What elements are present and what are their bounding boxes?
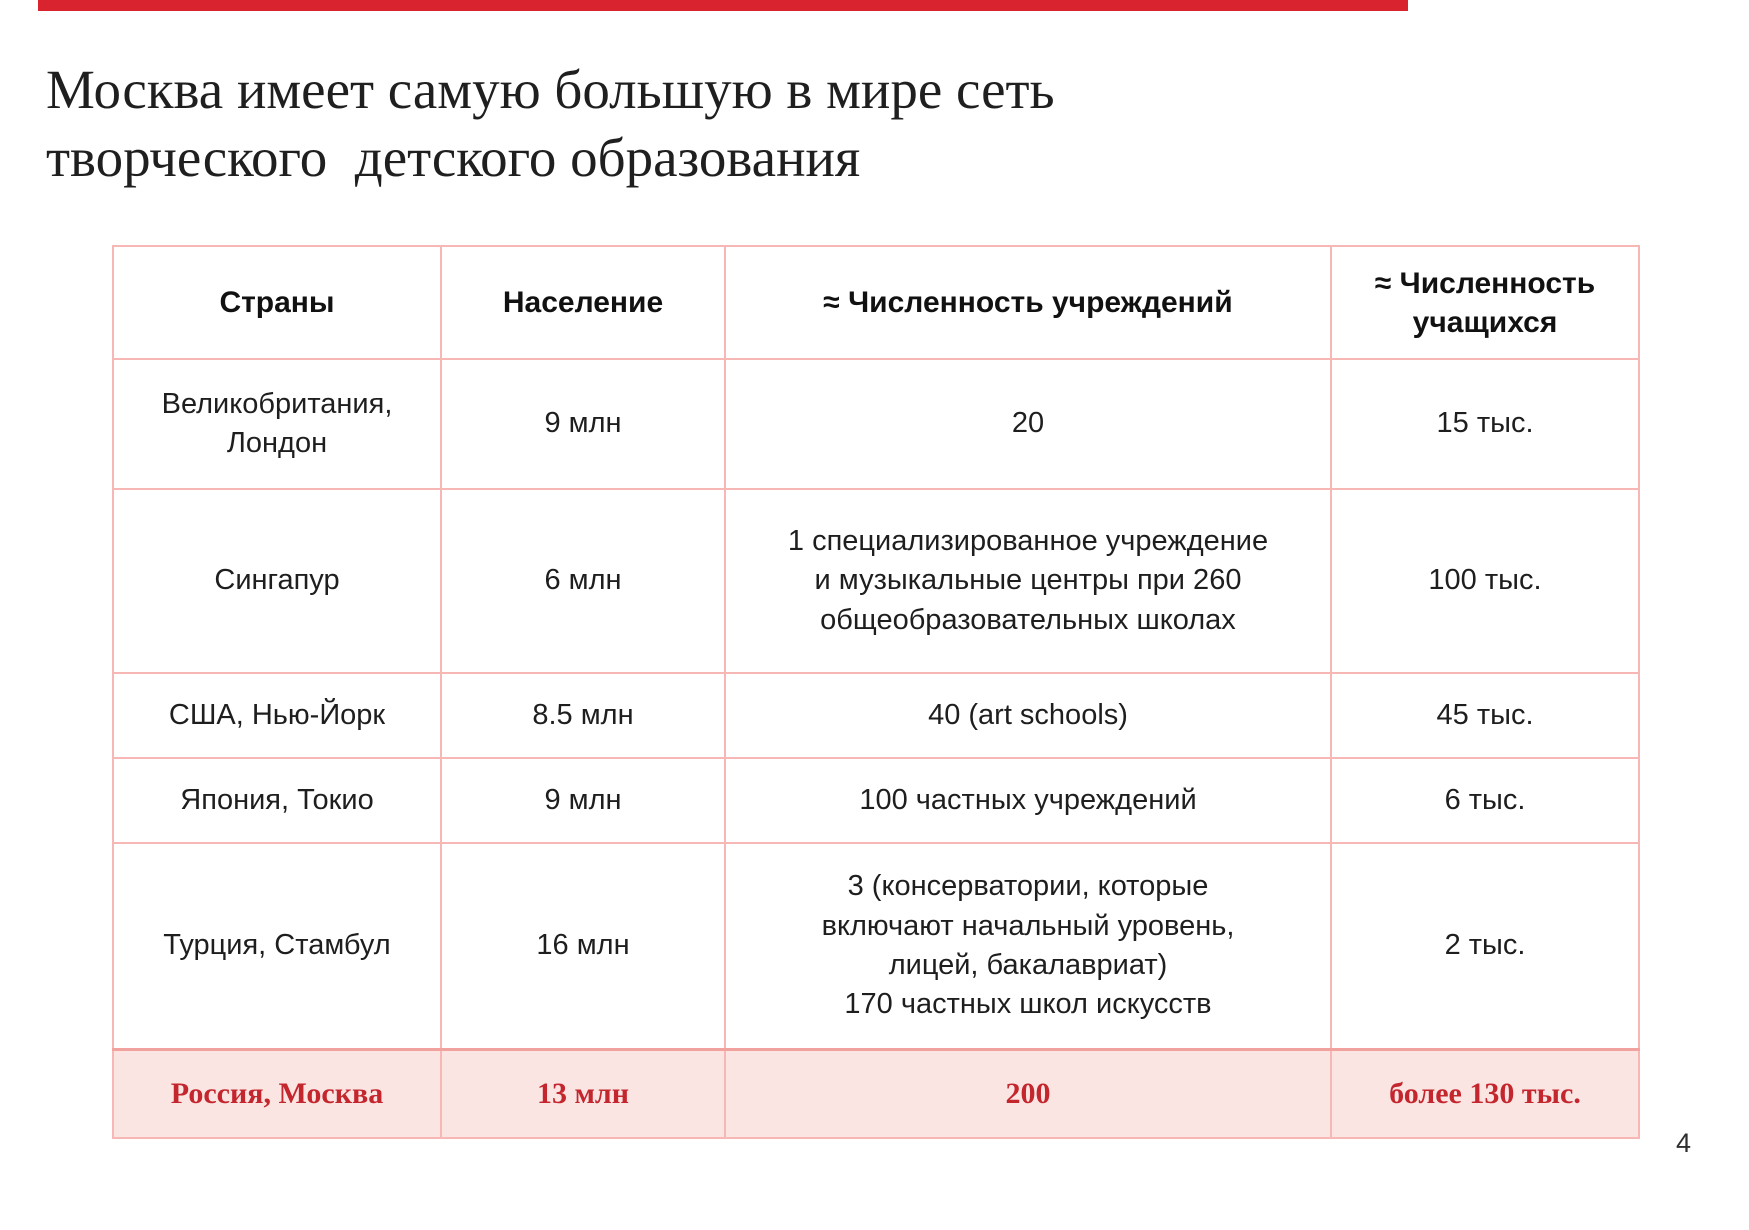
table-row-highlight-moscow: Россия, Москва 13 млн 200 более 130 тыс. (112, 1047, 1640, 1139)
cell-students: 45 тыс. (1330, 672, 1640, 759)
cell-institutions: 100 частных учреждений (724, 757, 1332, 844)
table-row: Великобритания, Лондон 9 млн 20 15 тыс. (112, 358, 1640, 490)
page-number: 4 (1676, 1128, 1692, 1158)
table-row: Сингапур 6 млн 1 специализированное учре… (112, 488, 1640, 674)
cell-students: 6 тыс. (1330, 757, 1640, 844)
cell-country: Сингапур (112, 488, 442, 674)
cell-population: 8.5 млн (440, 672, 726, 759)
cell-country: Япония, Токио (112, 757, 442, 844)
cell-country: США, Нью-Йорк (112, 672, 442, 759)
column-header-institutions: ≈ Численность учреждений (724, 245, 1332, 360)
cell-institutions: 200 (724, 1047, 1332, 1139)
cell-country: Россия, Москва (112, 1047, 442, 1139)
table-header-row: Страны Население ≈ Численность учреждени… (112, 245, 1640, 360)
cell-institutions: 40 (art schools) (724, 672, 1332, 759)
cell-population: 9 млн (440, 358, 726, 490)
cell-population: 13 млн (440, 1047, 726, 1139)
table-row: Япония, Токио 9 млн 100 частных учрежден… (112, 757, 1640, 844)
table-row: Турция, Стамбул 16 млн 3 (консерватории,… (112, 842, 1640, 1050)
cell-population: 16 млн (440, 842, 726, 1050)
slide-title-line-1: Москва имеет самую большую в мире сеть (46, 59, 1055, 120)
cell-institutions: 3 (консерватории, которые включают начал… (724, 842, 1332, 1050)
cell-country: Турция, Стамбул (112, 842, 442, 1050)
cell-country: Великобритания, Лондон (112, 358, 442, 490)
column-header-students: ≈ Численность учащихся (1330, 245, 1640, 360)
cell-students: более 130 тыс. (1330, 1047, 1640, 1139)
cell-institutions: 20 (724, 358, 1332, 490)
top-accent-bar (38, 0, 1408, 11)
column-header-population: Население (440, 245, 726, 360)
cell-students: 15 тыс. (1330, 358, 1640, 490)
cell-students: 100 тыс. (1330, 488, 1640, 674)
cell-students: 2 тыс. (1330, 842, 1640, 1050)
slide-title-line-2: творческого детского образования (46, 127, 861, 188)
column-header-countries: Страны (112, 245, 442, 360)
cell-institutions: 1 специализированное учреждение и музыка… (724, 488, 1332, 674)
table-row: США, Нью-Йорк 8.5 млн 40 (art schools) 4… (112, 672, 1640, 759)
slide-title: Москва имеет самую большую в мире сеть тв… (46, 56, 1055, 192)
education-comparison-table: Страны Население ≈ Численность учреждени… (112, 245, 1640, 1139)
cell-population: 9 млн (440, 757, 726, 844)
cell-population: 6 млн (440, 488, 726, 674)
